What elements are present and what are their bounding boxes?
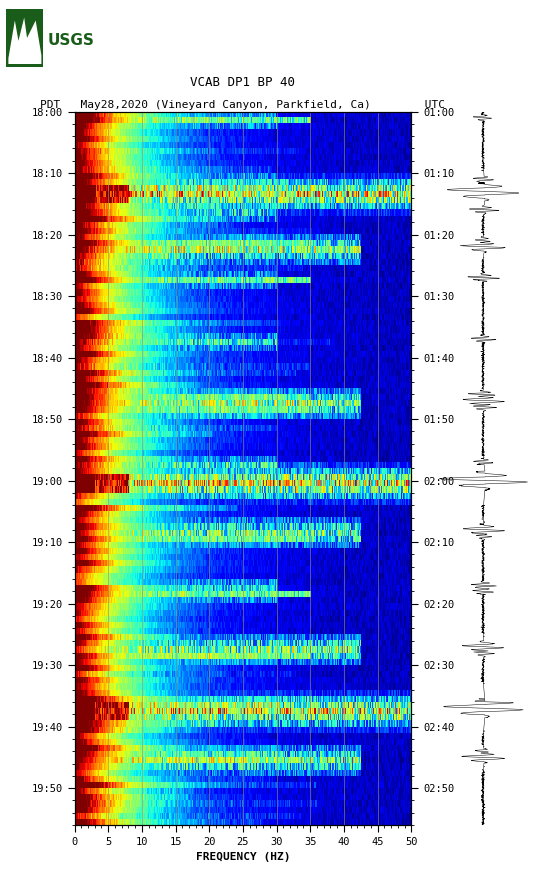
Text: VCAB DP1 BP 40: VCAB DP1 BP 40 <box>190 76 295 89</box>
Text: PDT   May28,2020 (Vineyard Canyon, Parkfield, Ca)        UTC: PDT May28,2020 (Vineyard Canyon, Parkfie… <box>40 100 445 110</box>
X-axis label: FREQUENCY (HZ): FREQUENCY (HZ) <box>195 853 290 863</box>
Polygon shape <box>8 18 41 64</box>
Bar <box>6 9 43 67</box>
Text: USGS: USGS <box>47 33 94 48</box>
